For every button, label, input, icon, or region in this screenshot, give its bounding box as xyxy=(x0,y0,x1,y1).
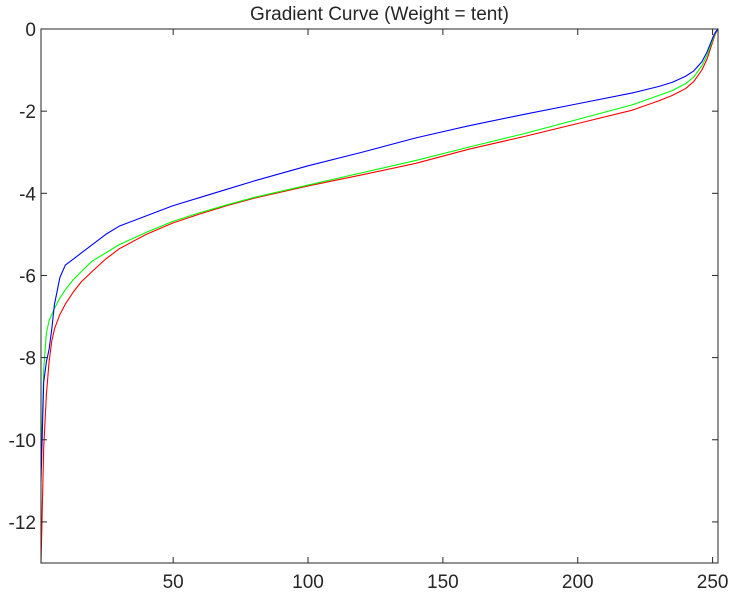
y-tick-label: -12 xyxy=(9,513,36,534)
y-tick-label: -4 xyxy=(19,184,36,205)
x-tick-label: 150 xyxy=(427,572,459,593)
x-tick-label: 200 xyxy=(562,572,594,593)
y-tick-label: 0 xyxy=(25,20,36,41)
axes-box xyxy=(40,28,719,564)
series-line-1 xyxy=(40,28,719,564)
series-line-3 xyxy=(40,28,719,481)
plot-area xyxy=(41,29,718,563)
x-tick-label: 250 xyxy=(697,572,729,593)
chart-title: Gradient Curve (Weight = tent) xyxy=(250,4,509,25)
tick-layer: 50 100 150 200 250 0 -2 -4 -6 -8 -10 -12 xyxy=(9,20,729,593)
axes-frame xyxy=(40,28,719,564)
y-tick-label: -8 xyxy=(19,349,36,370)
series-line-2 xyxy=(40,28,719,469)
y-tick-label: -10 xyxy=(9,431,36,452)
y-tick-label: -2 xyxy=(19,102,36,123)
series-layer xyxy=(40,28,719,564)
x-tick-label: 50 xyxy=(163,572,184,593)
x-tick-label: 100 xyxy=(292,572,324,593)
y-tick-label: -6 xyxy=(19,266,36,287)
